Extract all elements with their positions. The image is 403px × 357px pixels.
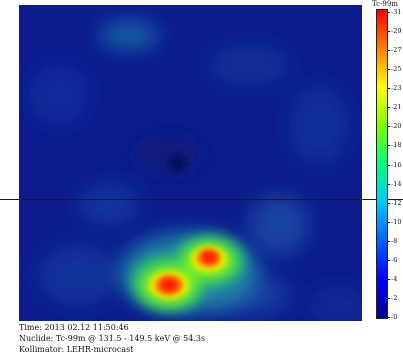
colorbar-tick-mark bbox=[388, 184, 390, 185]
colorbar-tick-mark bbox=[388, 317, 390, 318]
acquisition-time: Time: 2013 02.12 11:50:46 bbox=[19, 323, 129, 332]
colorbar-tick-label: -4 bbox=[391, 275, 398, 283]
colorbar-tick-label: -18 bbox=[391, 141, 402, 149]
horizontal-profile-line[interactable] bbox=[0, 199, 403, 200]
colorbar-tick-mark bbox=[388, 145, 390, 146]
colorbar-tick-mark bbox=[388, 50, 390, 51]
colorbar-tick-label: -23 bbox=[391, 84, 402, 92]
colorbar-tick-label: -8 bbox=[391, 237, 398, 245]
colorbar-tick-mark bbox=[388, 241, 390, 242]
colorbar-tick-label: -12 bbox=[391, 199, 402, 207]
colorbar-tick-label: -29 bbox=[391, 27, 402, 35]
scan-heatmap-image[interactable] bbox=[19, 5, 362, 321]
colorbar-title: Tc-99m bbox=[372, 0, 398, 8]
colorbar-tick-mark bbox=[388, 107, 390, 108]
colorbar-tick-mark bbox=[388, 12, 390, 13]
colorbar-tick-label: -21 bbox=[391, 103, 402, 111]
colorbar-tick-label: -14 bbox=[391, 180, 402, 188]
colorbar-tick-mark bbox=[388, 203, 390, 204]
colorbar-tick-mark bbox=[388, 126, 390, 127]
colorbar-tick-mark bbox=[388, 222, 390, 223]
colorbar-scale bbox=[376, 9, 388, 319]
colorbar-tick-mark bbox=[388, 298, 390, 299]
colorbar-tick-mark bbox=[388, 69, 390, 70]
colorbar-tick-label: -27 bbox=[391, 46, 402, 54]
colorbar-tick-label: -31 bbox=[391, 8, 402, 16]
colorbar-tick-mark bbox=[388, 260, 390, 261]
colorbar-tick-mark bbox=[388, 165, 390, 166]
colorbar-tick-mark bbox=[388, 88, 390, 89]
colorbar-tick-mark bbox=[388, 31, 390, 32]
colorbar-tick-label: -2 bbox=[391, 294, 398, 302]
colorbar-tick-label: -20 bbox=[391, 122, 402, 130]
nuclide-info: Nuclide: Tc-99m @ 131.5 - 149.5 keV @ 54… bbox=[19, 334, 206, 343]
colorbar-tick-label: -0 bbox=[391, 313, 398, 321]
colorbar-tick-label: -16 bbox=[391, 161, 402, 169]
collimator-info: Kollimator: LEHR-microcast bbox=[19, 345, 134, 354]
colorbar-tick-label: -6 bbox=[391, 256, 398, 264]
colorbar-tick-label: -25 bbox=[391, 65, 402, 73]
colorbar-tick-mark bbox=[388, 279, 390, 280]
colorbar-tick-label: -10 bbox=[391, 218, 402, 226]
acquisition-info: Time: 2013 02.12 11:50:46 Nuclide: Tc-99… bbox=[19, 322, 205, 355]
